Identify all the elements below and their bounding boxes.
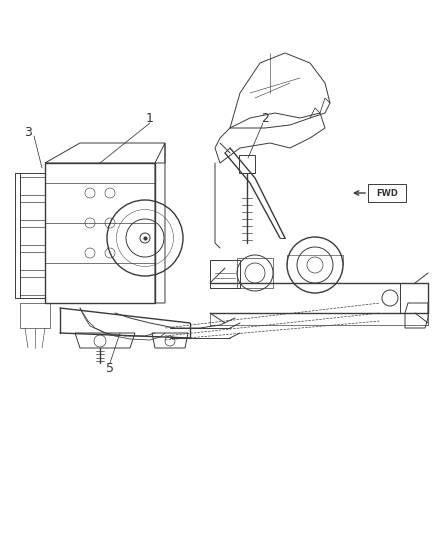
Text: 1: 1 bbox=[146, 111, 154, 125]
Text: 3: 3 bbox=[24, 126, 32, 140]
Bar bbox=[20, 303, 50, 328]
Text: 2: 2 bbox=[261, 111, 269, 125]
Text: 5: 5 bbox=[106, 361, 114, 375]
Bar bbox=[210, 260, 240, 288]
Bar bbox=[237, 258, 273, 288]
Bar bbox=[368, 184, 406, 202]
Text: FWD: FWD bbox=[376, 189, 398, 198]
